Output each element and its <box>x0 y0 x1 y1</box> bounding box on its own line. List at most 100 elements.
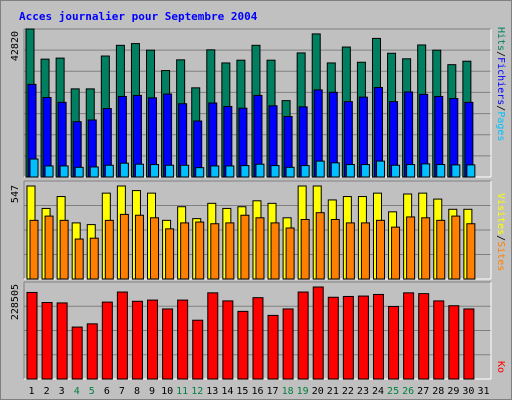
sites-bar <box>240 214 250 280</box>
sites-bar <box>270 222 280 280</box>
pages-bar <box>300 165 310 178</box>
sites-bar <box>360 222 370 280</box>
kbytes-bar <box>177 299 189 380</box>
x-tick-label: 1 <box>29 386 35 397</box>
kbytes-bar <box>327 296 339 380</box>
x-tick-label: 21 <box>327 386 339 397</box>
hits-legend-label: Hits <box>495 27 506 51</box>
hits-right-legend: Hits/Fichiers/Pages <box>495 27 506 141</box>
sites-bar <box>421 217 431 280</box>
kbytes-bar <box>388 306 400 380</box>
x-tick-label: 26 <box>402 386 414 397</box>
sites-bar <box>59 219 69 280</box>
pages-bar <box>165 164 175 178</box>
sites-bar <box>391 226 401 280</box>
kbytes-bar <box>192 319 204 380</box>
x-tick-label: 19 <box>297 386 309 397</box>
visits-right-legend: Visites/Sites <box>495 193 506 271</box>
pages-bar <box>59 165 69 178</box>
kbytes-bar <box>162 308 174 380</box>
pages-bar <box>315 160 325 178</box>
kbytes-bar <box>147 299 159 380</box>
kbytes-bar <box>448 305 460 380</box>
sites-bar <box>255 217 265 280</box>
x-tick-label: 14 <box>221 386 233 397</box>
legend-separator: / <box>495 51 506 57</box>
sites-bar <box>315 212 325 280</box>
pages-bar <box>210 165 220 178</box>
legend-separator: / <box>495 105 506 111</box>
kbytes-bar <box>312 286 324 380</box>
pages-bar <box>74 166 84 178</box>
kbytes-bar <box>237 310 249 380</box>
sites-bar <box>44 215 54 280</box>
pages-bar <box>119 162 129 178</box>
kbytes-bar <box>463 308 475 380</box>
x-tick-label: 10 <box>161 386 173 397</box>
sites-bar <box>134 214 144 280</box>
files-bar <box>163 93 173 178</box>
kbytes-bar <box>131 300 143 380</box>
x-tick-label: 23 <box>357 386 369 397</box>
pages-bar <box>451 164 461 178</box>
x-tick-label: 22 <box>342 386 354 397</box>
pages-bar <box>240 165 250 178</box>
sites-bar <box>330 218 340 280</box>
x-tick-label: 29 <box>447 386 459 397</box>
kbytes-bar <box>418 293 430 380</box>
sites-bar <box>375 219 385 280</box>
pages-bar <box>330 162 340 178</box>
x-tick-label: 9 <box>149 386 155 397</box>
kbytes-bar <box>342 295 354 380</box>
files-bar <box>42 97 52 178</box>
x-tick-label: 28 <box>432 386 444 397</box>
sites-bar <box>29 219 39 280</box>
kbytes-bar <box>403 292 415 380</box>
kbytes-bar <box>372 293 384 380</box>
x-tick-label: 13 <box>206 386 218 397</box>
sites-bar <box>74 238 84 280</box>
x-tick-label: 25 <box>387 386 399 397</box>
x-tick-label: 2 <box>44 386 50 397</box>
hits-ymax-label: 42820 <box>10 31 21 61</box>
kbytes-bar <box>282 308 294 380</box>
sites-bar <box>225 222 235 280</box>
x-tick-label: 27 <box>417 386 429 397</box>
x-tick-label: 6 <box>104 386 110 397</box>
legend-separator: / <box>495 235 506 241</box>
pages-bar <box>436 164 446 178</box>
pages-bar <box>285 166 295 178</box>
pages-bar <box>104 164 114 178</box>
visits-legend-label: Visites <box>495 193 506 235</box>
sites-bar <box>345 222 355 280</box>
sites-legend-label: Sites <box>495 241 506 271</box>
sites-bar <box>466 223 476 280</box>
pages-bar <box>345 164 355 178</box>
sites-bar <box>300 218 310 280</box>
sites-bar <box>150 217 160 280</box>
x-tick-label: 20 <box>312 386 324 397</box>
pages-bar <box>466 164 476 178</box>
sites-bar <box>210 223 220 280</box>
chart-title: Acces journalier pour Septembre 2004 <box>19 10 258 23</box>
kbytes-bar <box>357 295 369 380</box>
pages-bar <box>195 167 205 178</box>
pages-bar <box>150 164 160 178</box>
pages-bar <box>180 164 190 178</box>
kbytes-right-legend: Ko <box>495 361 506 373</box>
files-legend-label: Fichiers <box>495 57 506 105</box>
pages-bar <box>134 163 144 178</box>
pages-bar <box>225 165 235 178</box>
pages-bar <box>406 164 416 178</box>
kbytes-bar <box>207 292 219 380</box>
pages-bar <box>360 164 370 178</box>
kbytes-bar <box>222 300 234 380</box>
pages-bar <box>29 158 39 178</box>
visits-ymax-label: 547 <box>10 185 21 203</box>
x-tick-label: 7 <box>119 386 125 397</box>
kbytes-bar <box>101 301 113 380</box>
x-tick-label: 5 <box>89 386 95 397</box>
kbytes-bar <box>71 326 83 380</box>
x-tick-label: 3 <box>59 386 65 397</box>
